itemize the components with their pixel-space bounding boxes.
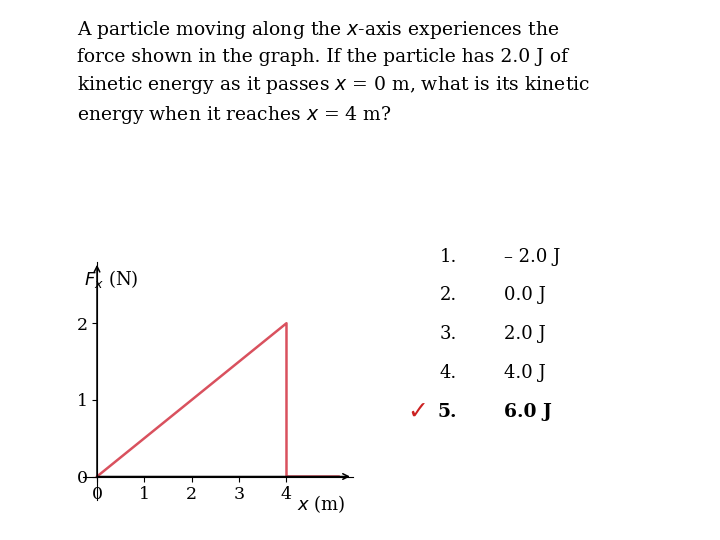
Text: 2.: 2.: [440, 286, 457, 305]
Text: 4.: 4.: [440, 364, 457, 382]
Text: 4.0 J: 4.0 J: [504, 364, 546, 382]
Text: 2.0 J: 2.0 J: [504, 325, 546, 343]
Text: 6.0 J: 6.0 J: [504, 403, 552, 421]
Text: A particle moving along the $x$-axis experiences the
force shown in the graph. I: A particle moving along the $x$-axis exp…: [77, 19, 590, 126]
Text: ✓: ✓: [407, 400, 428, 424]
Text: 0.0 J: 0.0 J: [504, 286, 546, 305]
Text: 1.: 1.: [440, 247, 457, 266]
Text: – 2.0 J: – 2.0 J: [504, 247, 560, 266]
Text: 5.: 5.: [438, 403, 457, 421]
Text: 3.: 3.: [440, 325, 457, 343]
Text: $F_x$ (N): $F_x$ (N): [84, 268, 138, 291]
Text: $x$ (m): $x$ (m): [297, 494, 345, 515]
